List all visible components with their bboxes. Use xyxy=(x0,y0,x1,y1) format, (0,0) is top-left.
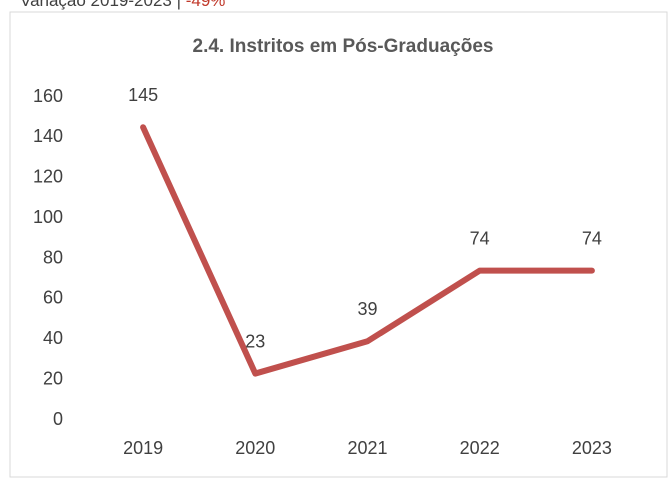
x-tick-label: 2023 xyxy=(572,438,612,458)
y-tick-label: 20 xyxy=(43,368,63,388)
header-value: -49% xyxy=(186,0,226,10)
x-tick-label: 2021 xyxy=(347,438,387,458)
y-tick-label: 60 xyxy=(43,288,63,308)
y-tick-label: 0 xyxy=(53,409,63,429)
y-tick-label: 160 xyxy=(33,86,63,106)
x-tick-label: 2019 xyxy=(123,438,163,458)
x-tick-label: 2020 xyxy=(235,438,275,458)
y-tick-label: 140 xyxy=(33,126,63,146)
data-label: 145 xyxy=(128,85,158,105)
chart-frame xyxy=(9,11,668,478)
y-tick-label: 80 xyxy=(43,247,63,267)
y-tick-label: 100 xyxy=(33,207,63,227)
chart-title: 2.4. Instritos em Pós-Graduações xyxy=(193,36,494,57)
series-line xyxy=(140,124,595,377)
header-label-text: Variação 2019-2023 | xyxy=(20,0,181,10)
data-label: 74 xyxy=(582,228,602,248)
y-tick-label: 120 xyxy=(33,167,63,187)
data-label: 39 xyxy=(357,299,377,319)
x-tick-label: 2022 xyxy=(460,438,500,458)
data-label: 23 xyxy=(245,331,265,351)
data-label: 74 xyxy=(470,228,490,248)
y-tick-label: 40 xyxy=(43,328,63,348)
header-label: Variação 2019-2023 | -49% xyxy=(20,0,225,10)
